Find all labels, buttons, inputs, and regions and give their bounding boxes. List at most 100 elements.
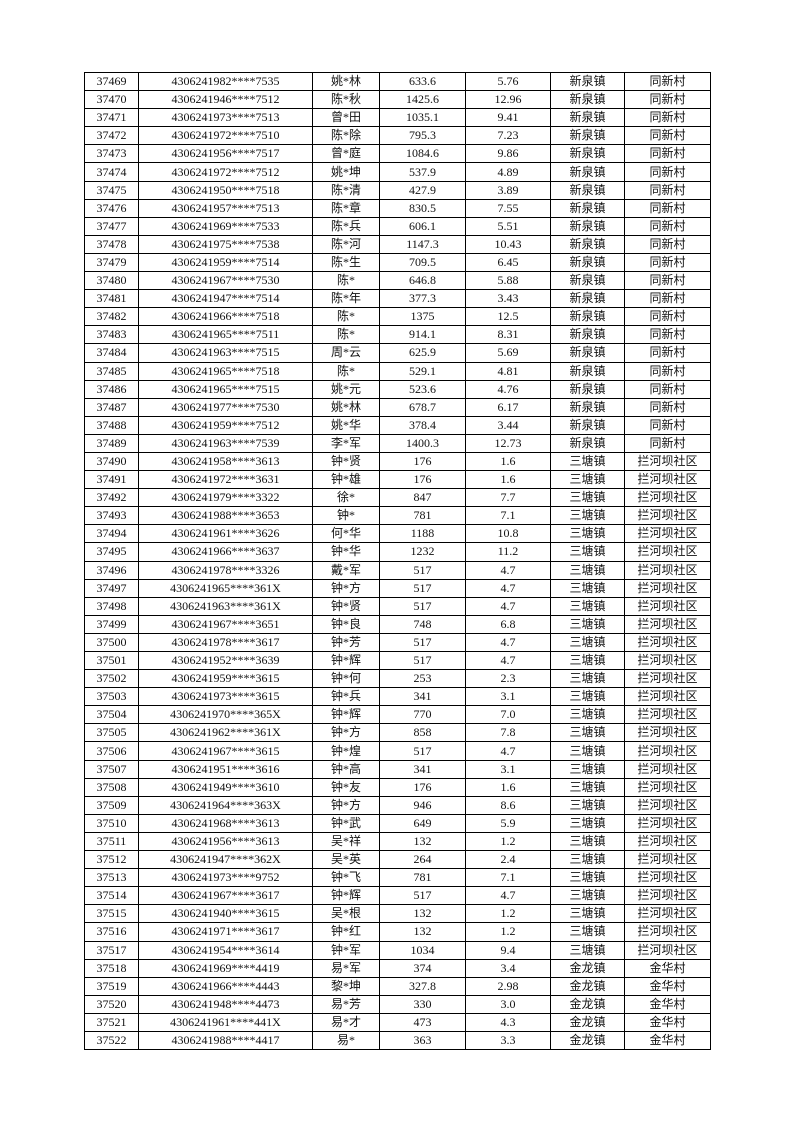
name-cell: 陈*兵 [312,216,380,236]
town-cell: 新泉镇 [550,216,625,236]
name-cell: 吴*祥 [312,831,380,852]
village-cell: 拦河坝社区 [624,560,711,580]
town-cell: 三塘镇 [550,904,625,924]
amount-cell: 264 [379,850,466,870]
table-row: 37471 4306241973****7513 曾*田 1035.1 9.41 新泉镇同… [84,108,711,128]
amount-cell: 517 [379,560,466,580]
id-number-cell: 4306241963****7515 [138,343,313,363]
name-cell: 陈*河 [312,234,380,254]
serial-number-cell: 37503 [84,687,139,707]
serial-number-cell: 37520 [84,994,139,1014]
value-cell: 3.1 [465,759,551,779]
name-cell: 钟*友 [312,777,380,797]
town-cell: 三塘镇 [550,922,625,942]
table-body: 37469 4306241982****7535 姚*林 633.6 5.76 新泉镇 同新… [84,71,711,1051]
id-number-cell: 4306241946****7512 [138,90,313,110]
village-cell: 拦河坝社区 [624,470,711,490]
table-row: 37518 4306241969****4419 易*军 374 3.4 金龙镇 金华村 [84,958,711,978]
value-cell: 6.8 [465,614,551,634]
amount-cell: 1147.3 [379,234,466,254]
amount-cell: 176 [379,470,466,490]
table-row: 37480 4306241967****7530 陈* 646.8 5.88 新泉镇 同新村 [84,271,711,291]
serial-number-cell: 37476 [84,198,139,218]
town-cell: 新泉镇 [550,71,625,92]
village-cell: 同新村 [624,325,711,345]
table-row: 37483 4306241965****7511 陈* 914.1 8.31 新泉镇 同新村 [84,325,711,345]
value-cell: 3.89 [465,180,551,200]
table-row: 37473 4306241956****7517 曾*庭 1084.6 9.86 新泉镇同… [84,144,711,164]
town-cell: 三塘镇 [550,705,625,725]
serial-number-cell: 37501 [84,650,139,671]
village-cell: 拦河坝社区 [624,759,711,779]
town-cell: 三塘镇 [550,560,625,580]
id-number-cell: 4306241978****3617 [138,632,313,653]
value-cell: 5.76 [465,71,551,92]
value-cell: 8.6 [465,795,551,815]
name-cell: 周*云 [312,343,380,363]
serial-number-cell: 37492 [84,488,139,508]
amount-cell: 748 [379,614,466,634]
id-number-cell: 4306241958****3613 [138,451,313,472]
value-cell: 3.1 [465,687,551,707]
table-row: 37492 4306241979****3322 徐* 847 7.7 三塘镇 拦河坝社区 [84,488,711,508]
village-cell: 同新村 [624,252,711,273]
village-cell: 拦河坝社区 [624,650,711,671]
serial-number-cell: 37507 [84,759,139,779]
village-cell: 同新村 [624,234,711,254]
value-cell: 7.7 [465,488,551,508]
id-number-cell: 4306241947****362X [138,850,313,870]
name-cell: 钟*雄 [312,470,380,490]
amount-cell: 781 [379,868,466,888]
id-number-cell: 4306241961****3626 [138,524,313,544]
id-number-cell: 4306241957****7513 [138,198,313,218]
town-cell: 新泉镇 [550,343,625,363]
id-number-cell: 4306241968****3613 [138,813,313,833]
id-number-cell: 4306241966****3637 [138,542,313,562]
table-row: 37490 4306241958****3613 钟*贤 176 1.6 三塘镇 拦河坝社区 [84,451,711,472]
value-cell: 1.6 [465,470,551,490]
name-cell: 姚*坤 [312,162,380,182]
village-cell: 拦河坝社区 [624,596,711,616]
village-cell: 同新村 [624,144,711,164]
town-cell: 新泉镇 [550,271,625,291]
town-cell: 金龙镇 [550,976,625,996]
name-cell: 陈*秋 [312,90,380,110]
village-cell: 同新村 [624,397,711,417]
value-cell: 1.6 [465,451,551,472]
town-cell: 三塘镇 [550,470,625,490]
table-row: 37494 4306241961****3626 何*华 1188 10.8 三塘镇 拦河坝… [84,524,711,544]
value-cell: 4.7 [465,578,551,598]
village-cell: 同新村 [624,271,711,291]
id-number-cell: 4306241959****7514 [138,252,313,273]
value-cell: 4.7 [465,650,551,671]
town-cell: 三塘镇 [550,850,625,870]
serial-number-cell: 37474 [84,162,139,182]
amount-cell: 517 [379,596,466,616]
village-cell: 拦河坝社区 [624,850,711,870]
serial-number-cell: 37484 [84,343,139,363]
village-cell: 拦河坝社区 [624,632,711,653]
name-cell: 曾*田 [312,108,380,128]
amount-cell: 517 [379,578,466,598]
name-cell: 钟*贤 [312,451,380,472]
table-row: 37482 4306241966****7518 陈* 1375 12.5 新泉镇 同新村 [84,307,711,327]
table-row: 37477 4306241969****7533 陈*兵 606.1 5.51 新泉镇 同新… [84,216,711,236]
name-cell: 易*才 [312,1012,380,1032]
id-number-cell: 4306241940****3615 [138,904,313,924]
name-cell: 吴*英 [312,850,380,870]
village-cell: 金华村 [624,1012,711,1032]
serial-number-cell: 37471 [84,108,139,128]
amount-cell: 132 [379,922,466,942]
name-cell: 钟*何 [312,669,380,689]
amount-cell: 377.3 [379,289,466,309]
town-cell: 金龙镇 [550,1030,625,1051]
amount-cell: 378.4 [379,415,466,435]
table-row: 37508 4306241949****3610 钟*友 176 1.6 三塘镇 拦河坝社区 [84,777,711,797]
name-cell: 钟*辉 [312,650,380,671]
amount-cell: 1035.1 [379,108,466,128]
town-cell: 新泉镇 [550,144,625,164]
table-row: 37495 4306241966****3637 钟*华 1232 11.2 三塘镇 拦河坝… [84,542,711,562]
value-cell: 2.4 [465,850,551,870]
serial-number-cell: 37469 [84,71,139,92]
id-number-cell: 4306241967****3617 [138,886,313,906]
